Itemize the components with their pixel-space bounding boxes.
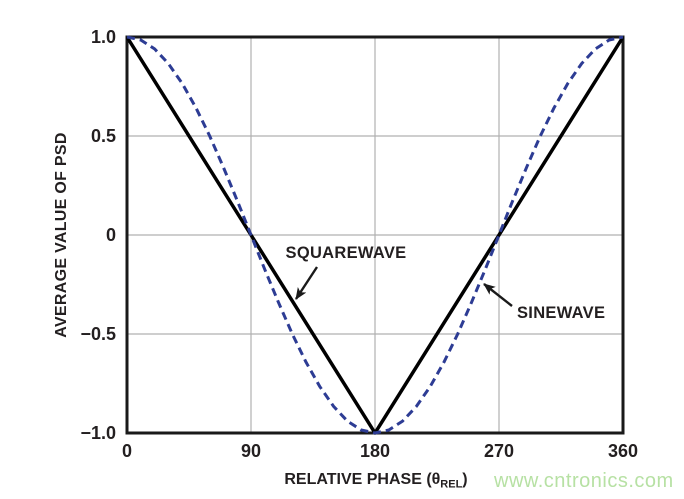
annotation-arrow: [483, 283, 513, 307]
y-tick-label: 1.0: [91, 27, 116, 47]
annotation-arrow: [294, 266, 319, 300]
annotation-label: SQUAREWAVE: [286, 244, 407, 262]
annotation-sinewave: SINEWAVE: [483, 283, 605, 322]
y-axis-title: AVERAGE VALUE OF PSD: [53, 132, 70, 337]
y-tick-label: −0.5: [80, 324, 116, 344]
y-tick-label: 0: [106, 225, 116, 245]
watermark-text: www.cntronics.com: [494, 470, 674, 492]
sinewave-curve: [126, 35, 624, 435]
x-tick-label: 270: [484, 441, 514, 461]
x-tick-label: 360: [608, 441, 638, 461]
annotation-squarewave: SQUAREWAVE: [286, 244, 407, 300]
annotation-label: SINEWAVE: [517, 304, 605, 322]
gridlines: [127, 37, 623, 433]
x-tick-label: 90: [241, 441, 261, 461]
y-tick-label: −1.0: [80, 423, 116, 443]
x-axis-title: RELATIVE PHASE (θREL): [284, 471, 467, 491]
y-tick-label: 0.5: [91, 126, 116, 146]
x-tick-label: 0: [122, 441, 132, 461]
x-tick-label: 180: [360, 441, 390, 461]
